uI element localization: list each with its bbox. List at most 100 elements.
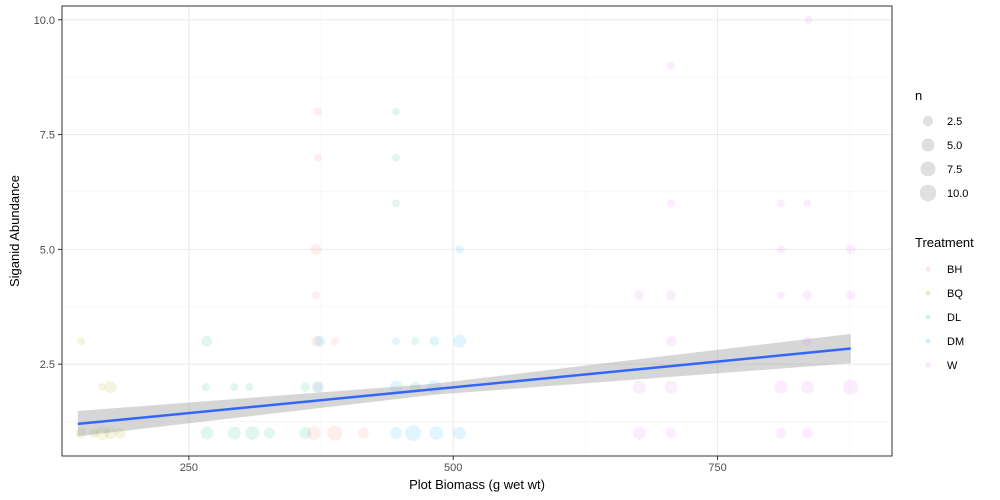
plot-border xyxy=(61,5,893,457)
data-point-bq xyxy=(95,426,110,440)
data-point-bq xyxy=(88,428,99,438)
data-point-w xyxy=(632,380,646,394)
data-point-bq xyxy=(77,337,86,346)
data-point-bh xyxy=(330,337,339,346)
size-legend-key xyxy=(922,115,934,127)
data-point-bq xyxy=(104,381,117,394)
data-point-dm xyxy=(453,426,467,440)
data-point-bh xyxy=(311,291,320,300)
data-point-bh xyxy=(327,425,343,441)
data-point-dl xyxy=(392,199,401,208)
data-point-bq xyxy=(104,427,117,440)
trend-line-group xyxy=(77,333,851,437)
data-point-dl xyxy=(200,426,214,440)
x-tick-label: 750 xyxy=(708,462,726,474)
data-point-dm xyxy=(390,427,403,440)
data-points xyxy=(75,15,859,442)
data-point-w xyxy=(775,427,787,439)
size-legend-title: n xyxy=(915,88,922,103)
x-tick-label: 250 xyxy=(180,462,198,474)
data-point-dl xyxy=(300,382,311,392)
data-point-dl xyxy=(263,427,275,439)
data-point-w xyxy=(776,245,785,254)
size-legend-key xyxy=(921,138,935,152)
treatment-legend-label: BH xyxy=(947,264,962,276)
size-legend-label: 5.0 xyxy=(947,140,962,152)
data-point-dl xyxy=(201,335,213,347)
treatment-legend-key-w xyxy=(925,362,931,368)
axes: 250 500 750 2.5 5.0 7.5 10.0 xyxy=(34,15,727,474)
data-point-bh xyxy=(313,153,322,162)
data-point-w xyxy=(665,427,677,439)
data-point-w xyxy=(804,15,813,24)
data-point-dl xyxy=(230,383,239,392)
treatment-legend-label: BQ xyxy=(947,288,963,300)
data-point-dm xyxy=(429,336,439,347)
data-point-w xyxy=(634,290,645,301)
treatment-legend-key-dl xyxy=(925,314,931,320)
treatment-legend-key-bh xyxy=(925,266,931,272)
data-point-w xyxy=(776,199,785,208)
data-point-bq xyxy=(114,427,126,439)
data-point-dm xyxy=(429,426,444,440)
data-point-w xyxy=(800,380,814,394)
data-point-w xyxy=(632,426,646,440)
data-point-dl xyxy=(411,337,420,346)
data-point-dl xyxy=(245,426,260,440)
data-point-bh xyxy=(313,382,323,392)
data-point-dl xyxy=(245,383,254,392)
size-legend: n 2.5 5.0 7.5 10.0 xyxy=(915,88,968,202)
data-point-w xyxy=(667,61,676,70)
data-point-bh xyxy=(313,107,322,116)
size-legend-label: 2.5 xyxy=(947,116,962,128)
data-point-w xyxy=(845,290,856,301)
data-point-dm xyxy=(389,380,403,394)
x-axis-title: Plot Biomass (g wet wt) xyxy=(409,477,545,492)
y-tick-label: 2.5 xyxy=(40,359,55,371)
treatment-legend: Treatment BH BQ DL DM W xyxy=(915,235,974,372)
data-point-bh xyxy=(310,243,322,255)
data-point-w xyxy=(802,290,813,301)
data-point-w xyxy=(666,290,676,301)
trend-line xyxy=(77,347,851,426)
data-point-bq xyxy=(98,383,107,392)
treatment-legend-label: W xyxy=(947,360,958,372)
data-point-dl xyxy=(299,427,312,440)
data-point-bq xyxy=(75,427,87,439)
size-legend-label: 10.0 xyxy=(947,188,968,200)
data-point-dm xyxy=(405,425,422,442)
data-point-bh xyxy=(311,335,323,347)
data-point-w xyxy=(665,335,677,347)
y-tick-label: 10.0 xyxy=(34,15,55,27)
plot-area xyxy=(61,5,893,457)
data-point-w xyxy=(802,336,813,347)
data-point-dm xyxy=(311,381,324,394)
data-point-w xyxy=(774,380,788,394)
data-point-dm xyxy=(392,337,401,346)
x-tick-label: 500 xyxy=(444,462,462,474)
data-point-w xyxy=(776,291,785,300)
data-point-dl xyxy=(392,153,401,162)
data-point-w xyxy=(843,379,859,395)
data-point-w xyxy=(664,380,678,394)
data-point-bh xyxy=(357,427,369,439)
size-legend-label: 7.5 xyxy=(947,164,962,176)
data-point-bh xyxy=(306,426,321,440)
data-point-w xyxy=(667,199,676,208)
data-point-dm xyxy=(453,334,467,348)
data-point-w xyxy=(801,427,813,439)
grid-lines xyxy=(62,6,892,456)
size-legend-key xyxy=(920,161,936,177)
data-point-w xyxy=(803,199,812,208)
y-tick-label: 5.0 xyxy=(40,244,55,256)
plot-panel xyxy=(62,6,892,456)
treatment-legend-title: Treatment xyxy=(915,235,974,250)
treatment-legend-label: DL xyxy=(947,312,961,324)
data-point-w xyxy=(845,244,856,255)
data-point-dm xyxy=(455,245,464,254)
data-point-dl xyxy=(392,107,401,116)
treatment-legend-key-bq xyxy=(925,290,931,296)
y-axis-title: Siganid Abundance xyxy=(7,175,22,287)
treatment-legend-key-dm xyxy=(925,338,931,344)
